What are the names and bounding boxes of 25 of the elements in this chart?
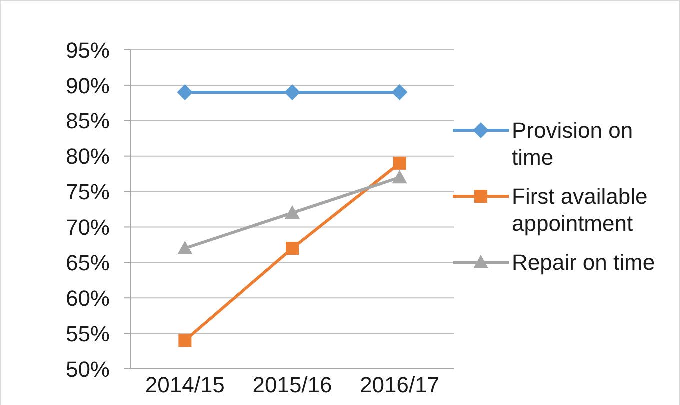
point xyxy=(177,84,194,101)
y-tick-label: 70% xyxy=(66,215,110,240)
legend-label: Provision on time xyxy=(512,117,634,171)
legend-label: First available appointment xyxy=(512,183,649,237)
point xyxy=(178,240,193,254)
x-tick-label: 2016/17 xyxy=(360,372,440,398)
y-tick-label: 90% xyxy=(66,73,110,98)
y-tick-label: 50% xyxy=(66,356,110,382)
legend-label: Repair on time xyxy=(512,249,656,276)
point xyxy=(285,206,300,220)
x-tick-label: 2015/16 xyxy=(252,372,332,398)
x-tick-label: 2014/15 xyxy=(145,372,225,398)
point xyxy=(284,84,300,101)
point xyxy=(286,242,299,255)
y-tick-label: 95% xyxy=(66,38,110,63)
y-tick-label: 65% xyxy=(66,250,110,276)
y-tick-label: 60% xyxy=(66,286,110,311)
y-tick-label: 80% xyxy=(66,144,110,170)
y-tick-label: 85% xyxy=(66,108,110,134)
point xyxy=(178,334,192,348)
point xyxy=(393,156,406,170)
y-tick-label: 75% xyxy=(66,180,110,205)
point xyxy=(392,170,408,184)
y-tick-label: 55% xyxy=(66,321,110,346)
point xyxy=(392,84,408,101)
